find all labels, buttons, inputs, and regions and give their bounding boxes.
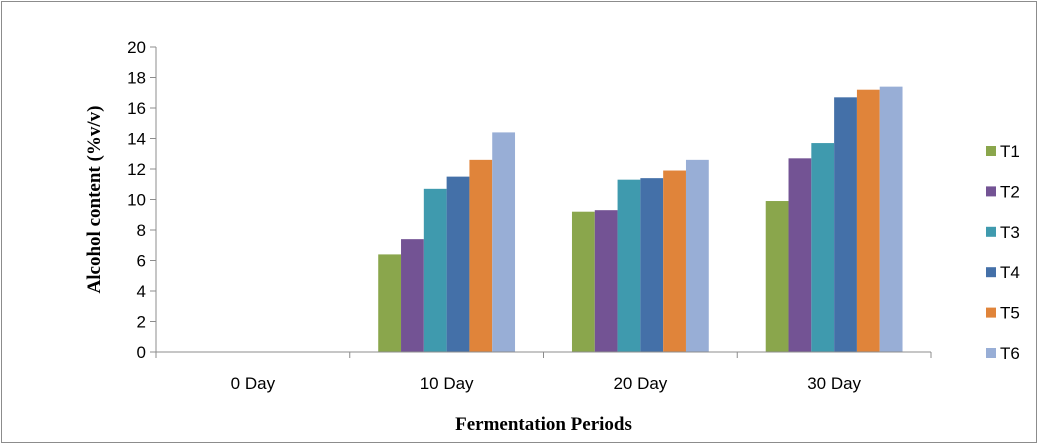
bar-t3-2 — [617, 179, 641, 352]
bar-t1-3 — [765, 201, 789, 352]
legend-swatch-t3 — [986, 226, 996, 237]
x-axis-ticks: 0 Day 10 Day 20 Day 30 Day — [155, 352, 932, 393]
bar-t2-3 — [788, 158, 812, 352]
legend-swatch-t5 — [986, 307, 996, 318]
x-tick-label: 0 Day — [231, 374, 276, 393]
bar-t6-1 — [492, 132, 516, 352]
legend-label-t3: T3 — [1000, 223, 1020, 242]
legend-swatch-t4 — [986, 267, 996, 278]
bar-t1-1 — [378, 254, 402, 352]
y-tick-label: 8 — [137, 221, 146, 240]
bar-t6-2 — [685, 159, 709, 352]
bar-t5-1 — [469, 159, 493, 352]
y-tick-label: 14 — [127, 130, 146, 149]
bars — [378, 86, 903, 353]
bar-t2-2 — [594, 210, 618, 352]
y-tick-label: 16 — [127, 99, 146, 118]
y-tick-label: 12 — [127, 160, 146, 179]
y-axis-title: Alcohol content (%v/v) — [84, 106, 105, 294]
bar-t3-3 — [811, 143, 835, 352]
bar-t4-2 — [640, 178, 664, 352]
x-tick-label: 30 Day — [807, 374, 861, 393]
bar-t5-2 — [663, 170, 686, 352]
bar-t2-1 — [401, 239, 424, 352]
x-tick-label: 10 Day — [420, 374, 474, 393]
bar-t1-2 — [571, 211, 595, 352]
x-tick-label: 20 Day — [613, 374, 667, 393]
legend-label-t1: T1 — [1000, 142, 1020, 161]
y-tick-label: 18 — [127, 69, 146, 88]
legend-swatch-t2 — [986, 186, 996, 197]
y-tick-label: 4 — [137, 282, 146, 301]
legend-swatch-t6 — [986, 348, 996, 358]
bar-t5-3 — [856, 89, 880, 352]
x-axis-title: Fermentation Periods — [455, 414, 632, 435]
y-tick-label: 0 — [137, 343, 146, 362]
y-tick-label: 20 — [127, 38, 146, 57]
y-axis-ticks: 0 2 4 6 8 10 12 14 16 18 20 — [127, 38, 156, 362]
legend-label-t6: T6 — [1000, 344, 1020, 363]
legend-label-t4: T4 — [1000, 263, 1020, 282]
legend-swatch-t1 — [986, 146, 996, 156]
bar-t4-1 — [446, 176, 470, 352]
bar-t6-3 — [879, 86, 903, 353]
legend: T1 T2 T3 T4 T5 T6 — [986, 142, 1020, 363]
bar-t3-1 — [423, 188, 447, 352]
y-tick-label: 10 — [127, 191, 146, 210]
legend-label-t2: T2 — [1000, 182, 1020, 201]
bar-t4-3 — [834, 97, 857, 352]
y-tick-label: 2 — [137, 313, 146, 332]
y-tick-label: 6 — [137, 252, 146, 271]
legend-label-t5: T5 — [1000, 304, 1020, 323]
